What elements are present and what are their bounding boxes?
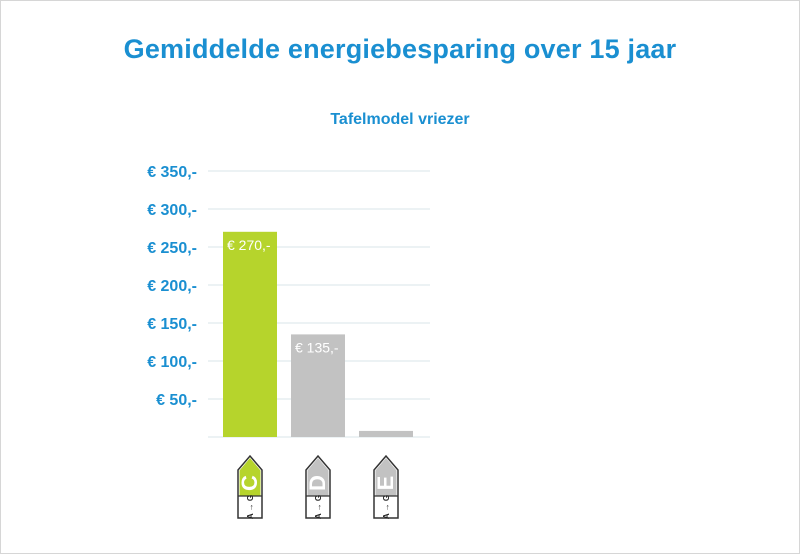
energy-scale-text: A → G xyxy=(314,495,323,519)
energy-label-c-icon: C A → G xyxy=(237,454,263,519)
y-tick-label: € 350,- xyxy=(147,164,197,181)
energy-labels: C A → G D A → G E A → G xyxy=(237,454,399,519)
chart-subtitle: Tafelmodel vriezer xyxy=(330,111,470,128)
energy-tag-fill xyxy=(239,458,261,496)
bar-value-label: € 135,- xyxy=(295,339,339,355)
y-tick-label: € 200,- xyxy=(147,278,197,295)
energy-scale-text: A → G xyxy=(382,495,391,519)
energy-class-letter: D xyxy=(305,475,330,491)
energy-label-d-icon: D A → G xyxy=(305,454,331,519)
chart-title: Gemiddelde energiebesparing over 15 jaar xyxy=(123,34,677,64)
y-tick-label: € 50,- xyxy=(156,392,197,409)
energy-label-e-icon: E A → G xyxy=(373,454,399,519)
energy-class-letter: E xyxy=(373,476,398,491)
y-tick-label: € 300,- xyxy=(147,202,197,219)
y-axis-ticks: € 50,- € 100,- € 150,- € 200,- € 250,- € 300,… xyxy=(147,164,197,409)
bar-c xyxy=(223,231,277,437)
energy-class-letter: C xyxy=(237,475,262,491)
bar-e xyxy=(359,430,413,437)
energy-tag-fill xyxy=(375,458,397,496)
energy-tag-fill xyxy=(307,458,329,496)
energy-scale-text: A → G xyxy=(246,495,255,519)
y-tick-label: € 150,- xyxy=(147,316,197,333)
bars: € 270,- € 135,- xyxy=(223,231,413,437)
bar-value-label: € 270,- xyxy=(227,237,271,253)
y-tick-label: € 100,- xyxy=(147,354,197,371)
bar-d xyxy=(291,334,345,437)
y-tick-label: € 250,- xyxy=(147,240,197,257)
